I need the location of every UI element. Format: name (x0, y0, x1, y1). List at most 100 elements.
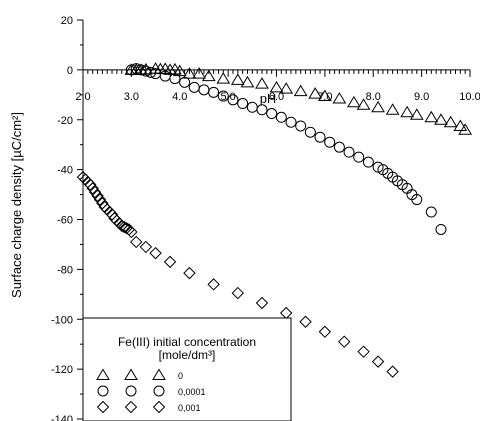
legend-triangle-marker (152, 368, 166, 380)
diamond-point (130, 235, 143, 249)
triangle-point (409, 108, 424, 120)
y-tick-label: -60 (57, 215, 73, 227)
x-tick-label: 4.0 (172, 91, 187, 103)
legend-triangle-marker (124, 368, 138, 380)
diamond-point (125, 225, 138, 239)
diamond-point (299, 315, 312, 328)
x-tick-label: 8.0 (366, 91, 381, 103)
diamond-point (183, 266, 196, 280)
circle-point (237, 98, 249, 110)
triangle-point (400, 105, 414, 118)
y-axis-label: Surface charge density [µC/cm²] (9, 112, 24, 298)
diamond-point (93, 193, 107, 206)
circle-point (198, 84, 210, 96)
circle-point (343, 146, 355, 158)
diamond-point (357, 345, 370, 358)
circle-point (275, 111, 287, 123)
y-tick-label: 20 (61, 15, 73, 27)
triangle-point (192, 67, 206, 79)
diamond-point (338, 335, 351, 348)
circle-point (324, 136, 336, 148)
legend-unit: [mole/dm³] (159, 348, 216, 362)
legend-entry-2: 0,001 (178, 403, 201, 413)
x-tick-label: 9.0 (414, 91, 429, 103)
y-tick-label: -100 (51, 314, 73, 326)
circle-point (304, 126, 316, 138)
triangle-point (434, 113, 448, 125)
legend-box (82, 317, 292, 421)
triangle-point (279, 82, 294, 94)
legend: Fe(III) initial concentration [mole/dm³]… (82, 317, 292, 421)
diamond-point (163, 255, 177, 269)
triangle-point (371, 100, 385, 113)
triangle-point (201, 69, 216, 82)
circle-point (169, 73, 181, 85)
triangle-point (332, 92, 347, 104)
circle-point (314, 131, 326, 143)
legend-markers (96, 368, 166, 414)
diamond-point (139, 240, 153, 254)
x-tick-label: 2.0 (75, 91, 90, 103)
triangle-point (172, 64, 187, 77)
circle-point (246, 101, 258, 113)
diamond-point (279, 306, 293, 320)
legend-triangle-marker (96, 368, 110, 380)
triangle-point (356, 98, 371, 110)
triangle-point (385, 103, 400, 115)
y-tick-label: -140 (51, 414, 73, 421)
circle-point (227, 94, 239, 106)
diamond-point (231, 286, 245, 300)
circle-point (266, 108, 278, 120)
triangle-point (308, 87, 323, 99)
diamond-point (88, 185, 102, 199)
circle-point (188, 81, 200, 93)
triangle-point (347, 95, 361, 108)
diamond-point (255, 296, 269, 310)
diamond-point (91, 189, 104, 203)
y-tick-label: 0 (67, 65, 73, 77)
circle-point (425, 206, 437, 218)
x-tick-label: 10.0 (459, 91, 480, 103)
legend-circle-marker (153, 385, 165, 397)
triangle-point (255, 77, 269, 89)
triangle-point (453, 119, 468, 131)
triangle-point (182, 67, 197, 79)
circle-point (295, 120, 307, 132)
y-tick-label: -80 (57, 264, 73, 276)
x-tick-label: 7.0 (317, 91, 332, 103)
diamond-point (149, 246, 162, 260)
triangle-point (269, 80, 284, 93)
circle-point (333, 141, 345, 153)
y-ticks: 20 0 -20 -40 -60 -80 -100 -120 -140 (51, 15, 83, 421)
circle-point (179, 76, 191, 88)
legend-diamond-marker (124, 400, 138, 414)
circle-point (217, 90, 229, 102)
triangle-point (443, 115, 458, 128)
x-ticks: 2.0 3.0 4.0 5.0 6.0 7.0 8.0 9.0 10.0 (75, 69, 480, 103)
series-group (76, 62, 473, 378)
legend-circle-marker (97, 385, 109, 397)
triangle-point (458, 123, 473, 135)
legend-entry-1: 0,0001 (178, 387, 206, 397)
triangle-point (230, 73, 245, 85)
circle-point (362, 156, 374, 168)
x-axis-label: pH (260, 91, 277, 106)
triangle-point (293, 84, 308, 97)
circle-point (285, 116, 297, 128)
diamond-point (371, 355, 385, 368)
legend-entry-0: 0 (178, 371, 183, 381)
diamond-point (207, 278, 220, 291)
legend-circle-marker (125, 385, 137, 397)
diamond-point (386, 365, 399, 378)
triangle-point (216, 72, 231, 84)
circle-point (411, 194, 423, 206)
y-tick-label: -20 (57, 115, 73, 127)
legend-title: Fe(III) initial concentration (118, 335, 256, 349)
diamond-point (84, 178, 97, 191)
triangle-point (240, 75, 255, 88)
x-tick-label: 6.0 (269, 91, 284, 103)
circle-point (353, 151, 365, 163)
triangle-point (317, 89, 332, 102)
y-tick-label: -40 (57, 165, 73, 177)
